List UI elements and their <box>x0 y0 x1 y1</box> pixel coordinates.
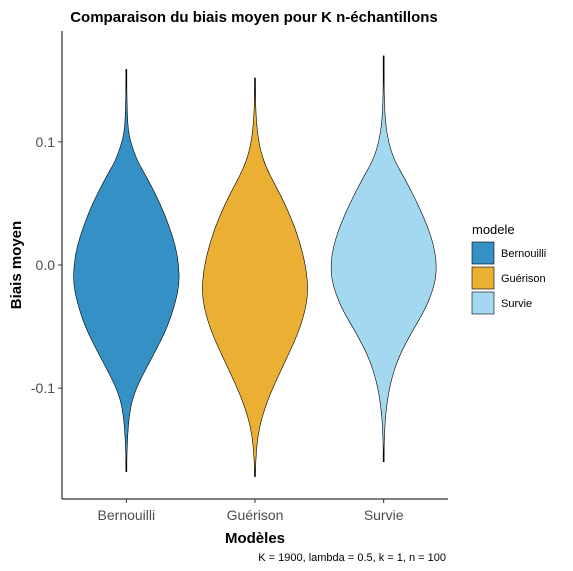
legend-swatch <box>471 241 495 265</box>
y-axis-title: Biais moyen <box>8 221 25 309</box>
legend-label: Survie <box>501 298 532 310</box>
violin-guérison <box>202 77 308 477</box>
x-axis-title: Modèles <box>225 530 285 547</box>
chart-caption: K = 1900, lambda = 0.5, k = 1, n = 100 <box>258 552 446 564</box>
legend-swatch <box>471 291 495 315</box>
legend-label: Bernouilli <box>501 248 546 260</box>
x-tick-label: Bernouilli <box>98 507 156 523</box>
chart-title: Comparaison du biais moyen pour K n-écha… <box>70 9 438 26</box>
legend-label: Guérison <box>501 273 546 285</box>
x-ticks: Bernouilli Guérison Survie <box>98 499 404 523</box>
legend-swatch <box>471 266 495 290</box>
y-ticks: 0.1 0.0 -0.1 <box>31 134 62 396</box>
x-tick-label: Guérison <box>227 507 284 523</box>
y-tick-label: 0.0 <box>36 257 56 273</box>
violin-bernouilli <box>73 69 180 472</box>
y-tick-label: -0.1 <box>31 380 55 396</box>
y-tick-label: 0.1 <box>36 134 56 150</box>
legend-title: modele <box>472 222 515 237</box>
violin-group <box>73 55 437 477</box>
violin-survie <box>330 55 437 463</box>
x-tick-label: Survie <box>364 507 404 523</box>
legend: modele Bernouilli Guérison Survie <box>471 222 546 315</box>
